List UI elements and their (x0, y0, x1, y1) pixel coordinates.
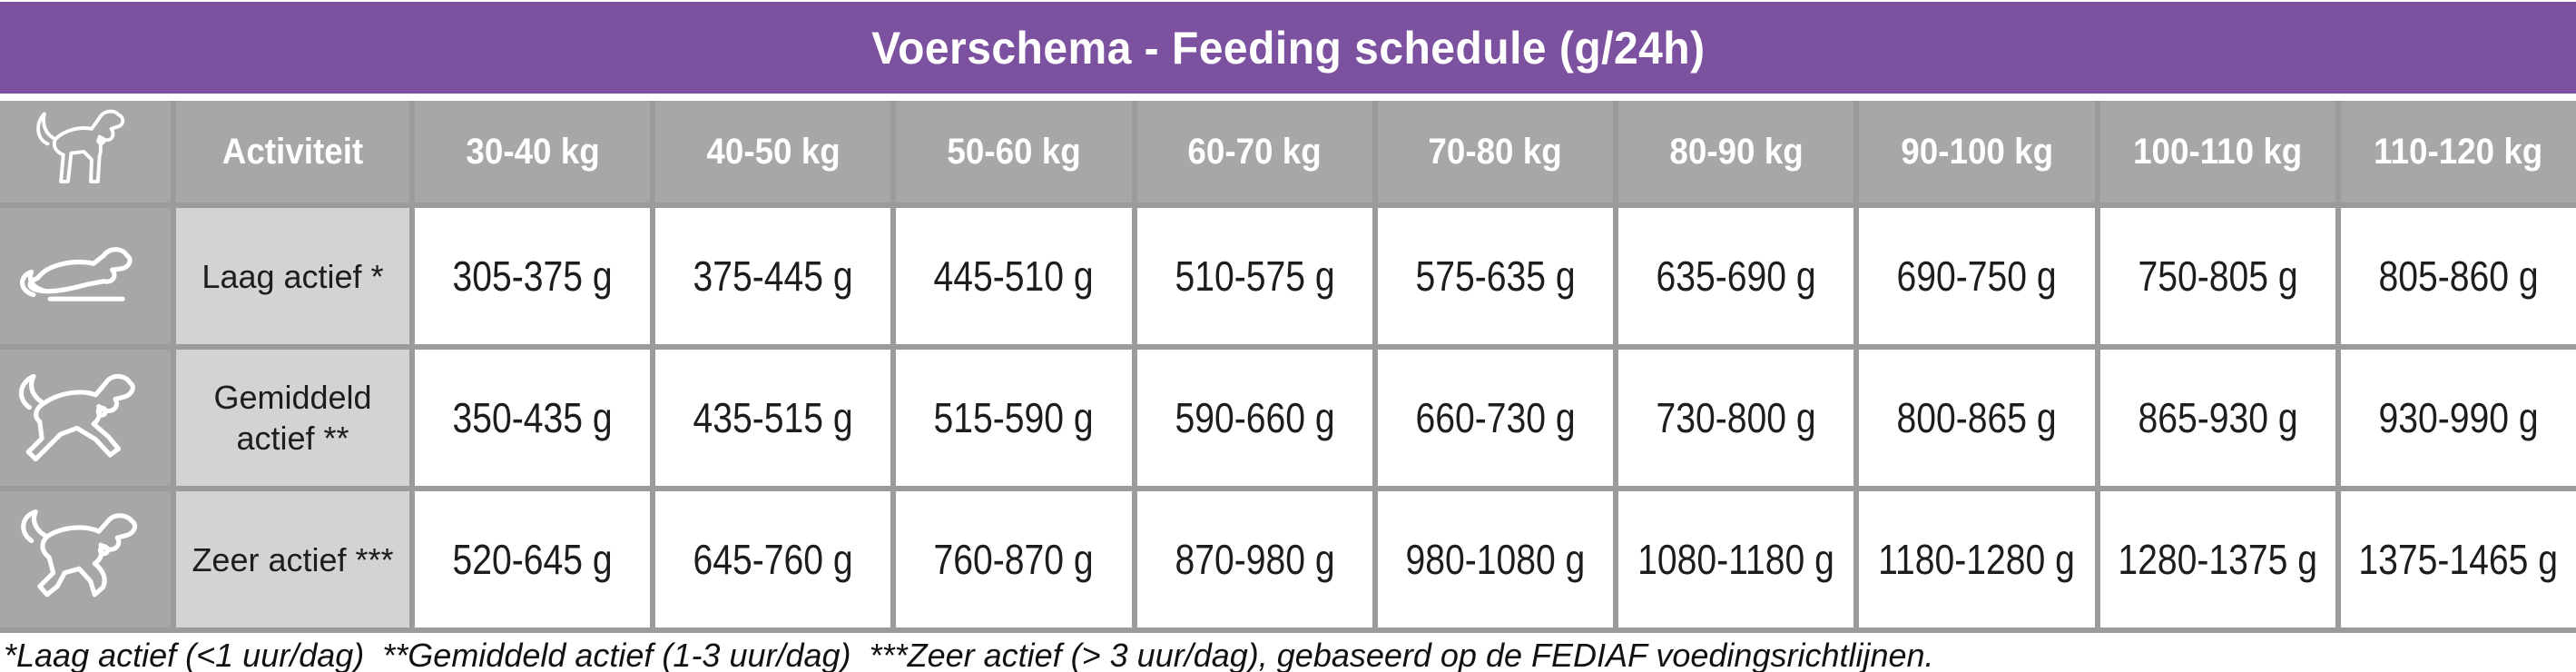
weight-header-40-50: 40-50 kg (655, 101, 891, 203)
table-cell: 800-865 g (1859, 350, 2095, 486)
table-cell: 1280-1375 g (2099, 491, 2335, 628)
table-cell: 660-730 g (1377, 350, 1614, 486)
table-cell: 645-760 g (655, 491, 891, 628)
table-cell: 575-635 g (1377, 208, 1614, 344)
weight-header-30-40: 30-40 kg (415, 101, 651, 203)
table-cell: 865-930 g (2099, 350, 2335, 486)
weight-header-60-70: 60-70 kg (1136, 101, 1372, 203)
weight-header-90-100: 90-100 kg (1859, 101, 2095, 203)
activity-label: Zeer actief *** (176, 491, 409, 628)
table-cell: 635-690 g (1618, 208, 1854, 344)
dog-lying-icon (20, 247, 133, 301)
footnote: *Laag actief (<1 uur/dag) **Gemiddeld ac… (4, 637, 1934, 672)
table-cell: 1180-1280 g (1859, 491, 2095, 628)
table-cell: 750-805 g (2099, 208, 2335, 344)
dog-running-icon (21, 509, 138, 598)
table-cell: 305-375 g (415, 208, 651, 344)
table-cell: 1080-1180 g (1618, 491, 1854, 628)
table-cell: 445-510 g (896, 208, 1132, 344)
table-cell: 870-980 g (1136, 491, 1372, 628)
table-cell: 590-660 g (1136, 350, 1372, 486)
weight-header-70-80: 70-80 kg (1377, 101, 1614, 203)
feeding-table: Activiteit 30-40 kg 40-50 kg 50-60 kg 60… (0, 101, 2576, 633)
weight-header-50-60: 50-60 kg (896, 101, 1132, 203)
row-icon-cell (0, 208, 171, 344)
corner-icon-cell (0, 101, 171, 203)
activity-label: Gemiddeld actief ** (176, 350, 409, 486)
table-cell: 510-575 g (1136, 208, 1372, 344)
table-cell: 350-435 g (415, 350, 651, 486)
activity-header: Activiteit (176, 101, 409, 203)
page-title: Voerschema - Feeding schedule (g/24h) (870, 22, 1706, 74)
table-cell: 930-990 g (2340, 350, 2576, 486)
dog-trotting-icon (19, 373, 135, 462)
table-cell: 805-860 g (2340, 208, 2576, 344)
table-cell: 1375-1465 g (2340, 491, 2576, 628)
table-cell: 760-870 g (896, 491, 1132, 628)
table-cell: 375-445 g (655, 208, 891, 344)
table-cell: 515-590 g (896, 350, 1132, 486)
activity-label: Laag actief * (176, 208, 409, 344)
table-cell: 690-750 g (1859, 208, 2095, 344)
table-cell: 980-1080 g (1377, 491, 1614, 628)
weight-header-100-110: 100-110 kg (2099, 101, 2335, 203)
row-icon-cell (0, 491, 171, 628)
table-cell: 520-645 g (415, 491, 651, 628)
weight-header-110-120: 110-120 kg (2340, 101, 2576, 203)
table-cell: 730-800 g (1618, 350, 1854, 486)
weight-header-80-90: 80-90 kg (1618, 101, 1854, 203)
row-icon-cell (0, 350, 171, 486)
table-cell: 435-515 g (655, 350, 891, 486)
title-bar: Voerschema - Feeding schedule (g/24h) (0, 2, 2576, 94)
dog-standing-icon (36, 109, 125, 183)
